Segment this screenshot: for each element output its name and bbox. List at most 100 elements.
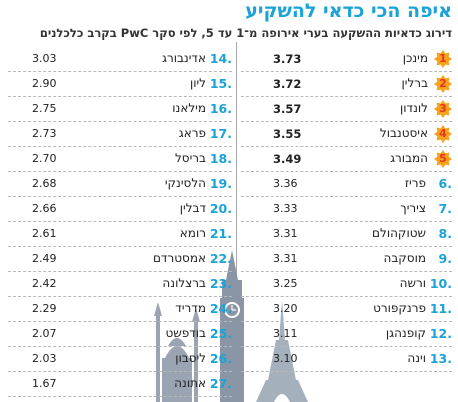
city-score: 2.70 <box>32 152 57 165</box>
city-score: 3.49 <box>273 152 302 166</box>
city-score: 3.72 <box>273 77 302 91</box>
row-separator <box>241 296 452 297</box>
row-separator <box>241 346 452 347</box>
row-separator <box>8 271 232 272</box>
rank-number: 12. <box>429 326 452 341</box>
city-name: ליסבון <box>175 351 206 365</box>
city-name: ברלין <box>401 76 428 90</box>
row-separator <box>241 121 452 122</box>
city-name: אמסטרדם <box>152 251 206 265</box>
rank-number: 13. <box>429 351 452 366</box>
city-score: 2.61 <box>32 227 57 240</box>
city-name: ליון <box>189 76 206 90</box>
table-row: 6. פריז 3.36 <box>241 172 452 197</box>
city-score: 2.90 <box>32 77 57 90</box>
city-name: המבורג <box>390 151 428 165</box>
city-name: איסטנבול <box>379 126 428 140</box>
rank-star-badge: 1 <box>434 50 452 68</box>
table-row: 27. אתונה 1.67 <box>8 372 232 397</box>
city-name: מילאנו <box>172 101 206 115</box>
city-score: 2.66 <box>32 202 57 215</box>
rank-star-badge: 5 <box>434 150 452 168</box>
city-name: אדינבורג <box>162 51 206 65</box>
rank-number: 18. <box>209 151 232 166</box>
row-separator <box>241 321 452 322</box>
city-score: 3.33 <box>273 202 298 215</box>
table-row: 16. מילאנו 2.75 <box>8 97 232 122</box>
rank-number: 14. <box>209 51 232 66</box>
city-score: 2.29 <box>32 302 57 315</box>
row-separator <box>241 246 452 247</box>
rank-number: 23. <box>209 276 232 291</box>
rank-number: 24. <box>209 301 232 316</box>
city-score: 3.25 <box>273 277 298 290</box>
row-separator <box>241 271 452 272</box>
table-row: 10. ורשה 3.25 <box>241 272 452 297</box>
rank-number: 2 <box>439 77 447 90</box>
table-row: 23. ברצלונה 2.42 <box>8 272 232 297</box>
city-score: 3.57 <box>273 102 302 116</box>
city-score: 3.55 <box>273 127 302 141</box>
row-separator <box>8 296 232 297</box>
rank-star-badge: 3 <box>434 100 452 118</box>
city-name: אתונה <box>174 376 206 390</box>
city-score: 3.31 <box>273 227 298 240</box>
row-separator <box>8 196 232 197</box>
row-separator <box>241 146 452 147</box>
table-row: 18. בריסל 2.70 <box>8 147 232 172</box>
city-name: וינה <box>407 351 426 365</box>
table-row: 21. רומא 2.61 <box>8 222 232 247</box>
city-name: שטוקהולם <box>372 226 426 240</box>
row-separator <box>8 346 232 347</box>
table-row: 20. דבלין 2.66 <box>8 197 232 222</box>
rank-number: 5 <box>439 152 447 165</box>
city-score: 2.03 <box>32 352 57 365</box>
row-separator <box>8 71 232 72</box>
table-row: 25. בודפשט 2.07 <box>8 322 232 347</box>
row-separator <box>241 196 452 197</box>
chart-subtitle: דירוג כדאיות ההשקעה בערי אירופה מ־1 עד 5… <box>39 26 452 40</box>
city-name: בריסל <box>174 151 206 165</box>
chart-title: איפה הכי כדאי להשקיע <box>245 0 452 22</box>
table-row: 17. פראג 2.73 <box>8 122 232 147</box>
city-score: 3.11 <box>273 327 298 340</box>
city-name: הלסינקי <box>164 176 206 190</box>
table-row: 11. פרנקפורט 3.20 <box>241 297 452 322</box>
rank-number: 20. <box>209 201 232 216</box>
rank-number: 25. <box>209 326 232 341</box>
city-name: פריז <box>404 176 426 190</box>
rank-star-badge: 4 <box>434 125 452 143</box>
row-separator <box>8 321 232 322</box>
table-row: 1 מינכן 3.73 <box>241 47 452 72</box>
rank-number: 10. <box>429 276 452 291</box>
rank-star-badge: 2 <box>434 75 452 93</box>
rank-number: 11. <box>429 301 452 316</box>
column-divider <box>236 42 237 402</box>
city-name: קופנהגן <box>385 326 426 340</box>
table-row: 22. אמסטרדם 2.49 <box>8 247 232 272</box>
rank-number: 8. <box>438 226 452 241</box>
rank-number: 19. <box>209 176 232 191</box>
rank-number: 27. <box>209 376 232 391</box>
city-name: דבלין <box>179 201 206 215</box>
city-score: 3.31 <box>273 252 298 265</box>
rank-number: 7. <box>438 201 452 216</box>
table-row: 7. ציריך 3.33 <box>241 197 452 222</box>
row-separator <box>8 221 232 222</box>
city-score: 2.49 <box>32 252 57 265</box>
row-separator <box>241 171 452 172</box>
row-separator <box>8 246 232 247</box>
row-separator <box>8 371 232 372</box>
row-separator <box>241 371 452 372</box>
row-separator <box>8 396 232 397</box>
row-separator <box>8 121 232 122</box>
rank-number: 22. <box>209 251 232 266</box>
city-score: 3.73 <box>273 52 302 66</box>
city-name: מוסקבה <box>383 251 427 265</box>
city-name: לונדון <box>400 101 428 115</box>
landmarks-illustration <box>154 250 308 402</box>
city-score: 2.73 <box>32 127 57 140</box>
row-separator <box>8 96 232 97</box>
rank-number: 6. <box>438 176 452 191</box>
